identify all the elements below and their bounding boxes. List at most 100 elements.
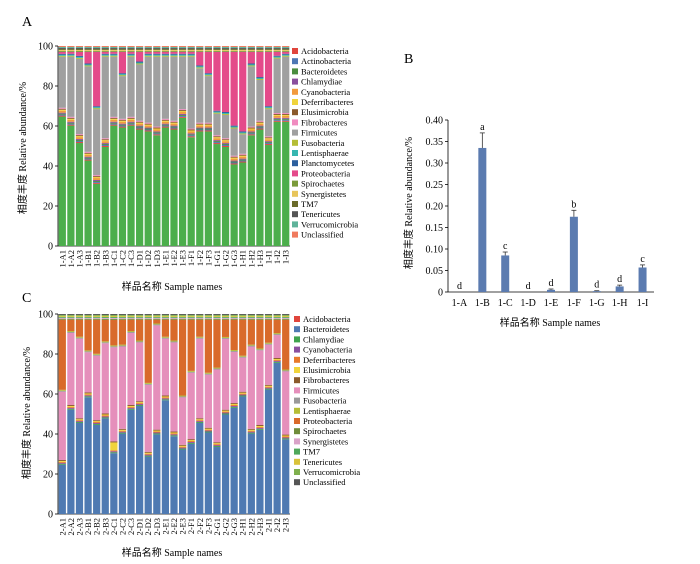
bar-segment <box>101 317 109 319</box>
bar-segment <box>221 146 230 147</box>
bar-segment <box>84 153 92 155</box>
bar-segment <box>239 50 247 52</box>
bar-segment <box>127 51 135 54</box>
bar-segment <box>221 146 230 246</box>
bar-segment <box>178 446 187 448</box>
bar-segment <box>58 390 66 392</box>
bar-segment <box>110 56 118 117</box>
bar-segment <box>161 397 170 399</box>
bar-segment <box>118 345 127 347</box>
bar-segment <box>282 46 290 47</box>
bar-segment <box>67 56 75 117</box>
bar-segment <box>101 139 109 141</box>
bar-segment <box>221 412 230 414</box>
bar-segment <box>187 137 195 246</box>
bar-segment <box>178 46 187 48</box>
x-tick-label: 1-I1 <box>264 250 274 264</box>
legend-label: Elusimicrobia <box>303 365 351 375</box>
bar-segment <box>144 46 152 48</box>
bar-segment <box>136 121 144 123</box>
bar-segment <box>127 318 135 320</box>
significance-letter: b <box>571 199 576 210</box>
bar-segment <box>101 141 109 144</box>
bar-segment <box>273 113 281 115</box>
bar-segment <box>178 46 187 47</box>
bar-segment <box>67 408 75 410</box>
bar-segment <box>221 336 230 338</box>
bar-segment <box>93 176 101 178</box>
bar-segment <box>110 46 118 47</box>
bar-segment <box>101 413 109 415</box>
bar-segment <box>84 159 92 161</box>
bar-segment <box>84 49 92 51</box>
bar-segment <box>93 183 101 246</box>
legend-swatch <box>292 160 298 167</box>
bar <box>615 286 624 292</box>
bar <box>638 267 647 292</box>
bar-segment <box>170 47 178 49</box>
bar-segment <box>127 408 135 410</box>
bar-segment <box>110 122 118 124</box>
bar-segment <box>187 442 195 444</box>
significance-letter: d <box>549 278 554 289</box>
bar-segment <box>239 48 247 50</box>
x-tick-label: 1-C2 <box>117 250 127 267</box>
bar-segment <box>282 55 290 57</box>
bar-segment <box>75 318 84 320</box>
y-tick-label: 0.25 <box>426 180 444 191</box>
bar-segment <box>58 315 66 317</box>
bar-segment <box>101 314 109 315</box>
bar-segment <box>127 123 135 125</box>
bar-segment <box>136 314 144 316</box>
bar-segment <box>196 317 204 319</box>
legend-swatch <box>294 316 300 322</box>
bar-segment <box>118 433 127 514</box>
bar-segment <box>84 157 92 159</box>
bar-segment <box>110 319 118 346</box>
bar-segment <box>273 117 281 119</box>
bar-segment <box>187 315 195 317</box>
bar-segment <box>187 46 195 48</box>
bar-segment <box>264 384 273 386</box>
bar-segment <box>127 332 135 333</box>
legend-label: Lentisphaerae <box>303 406 351 416</box>
bar-segment <box>84 64 92 66</box>
bar-segment <box>178 444 187 446</box>
legend-label: Firmicutes <box>303 385 339 395</box>
bar-segment <box>136 62 144 64</box>
bar-segment <box>204 48 212 50</box>
x-tick-label: 2-G2 <box>221 518 231 535</box>
bar-segment <box>213 136 221 138</box>
bar-segment <box>170 48 178 50</box>
bar-segment <box>247 51 255 64</box>
bar-segment <box>256 348 264 350</box>
bar-segment <box>58 49 66 51</box>
bar-segment <box>101 138 109 140</box>
bar-segment <box>230 161 238 163</box>
bar-segment <box>75 55 84 57</box>
bar-segment <box>58 116 66 247</box>
panel-label-b: B <box>404 52 413 67</box>
bar-segment <box>118 318 127 320</box>
bar-segment <box>247 133 255 135</box>
bar-segment <box>67 314 75 315</box>
x-tick-label: 1-H2 <box>246 250 256 267</box>
bar-segment <box>264 142 273 144</box>
bar-segment <box>75 49 84 51</box>
bar-segment <box>118 76 127 119</box>
bar-segment <box>239 134 247 154</box>
bar-segment <box>101 146 109 246</box>
bar-segment <box>136 128 144 130</box>
bar-segment <box>196 127 204 129</box>
bar-segment <box>256 50 264 52</box>
bar-segment <box>204 317 212 319</box>
bar-segment <box>161 54 170 56</box>
bar-segment <box>58 314 66 316</box>
bar-segment <box>161 318 170 320</box>
bar-segment <box>136 122 144 124</box>
bar-segment <box>170 46 178 48</box>
bar-segment <box>67 315 75 317</box>
bar-segment <box>127 118 135 120</box>
bar-segment <box>110 315 118 317</box>
bar-segment <box>127 50 135 52</box>
